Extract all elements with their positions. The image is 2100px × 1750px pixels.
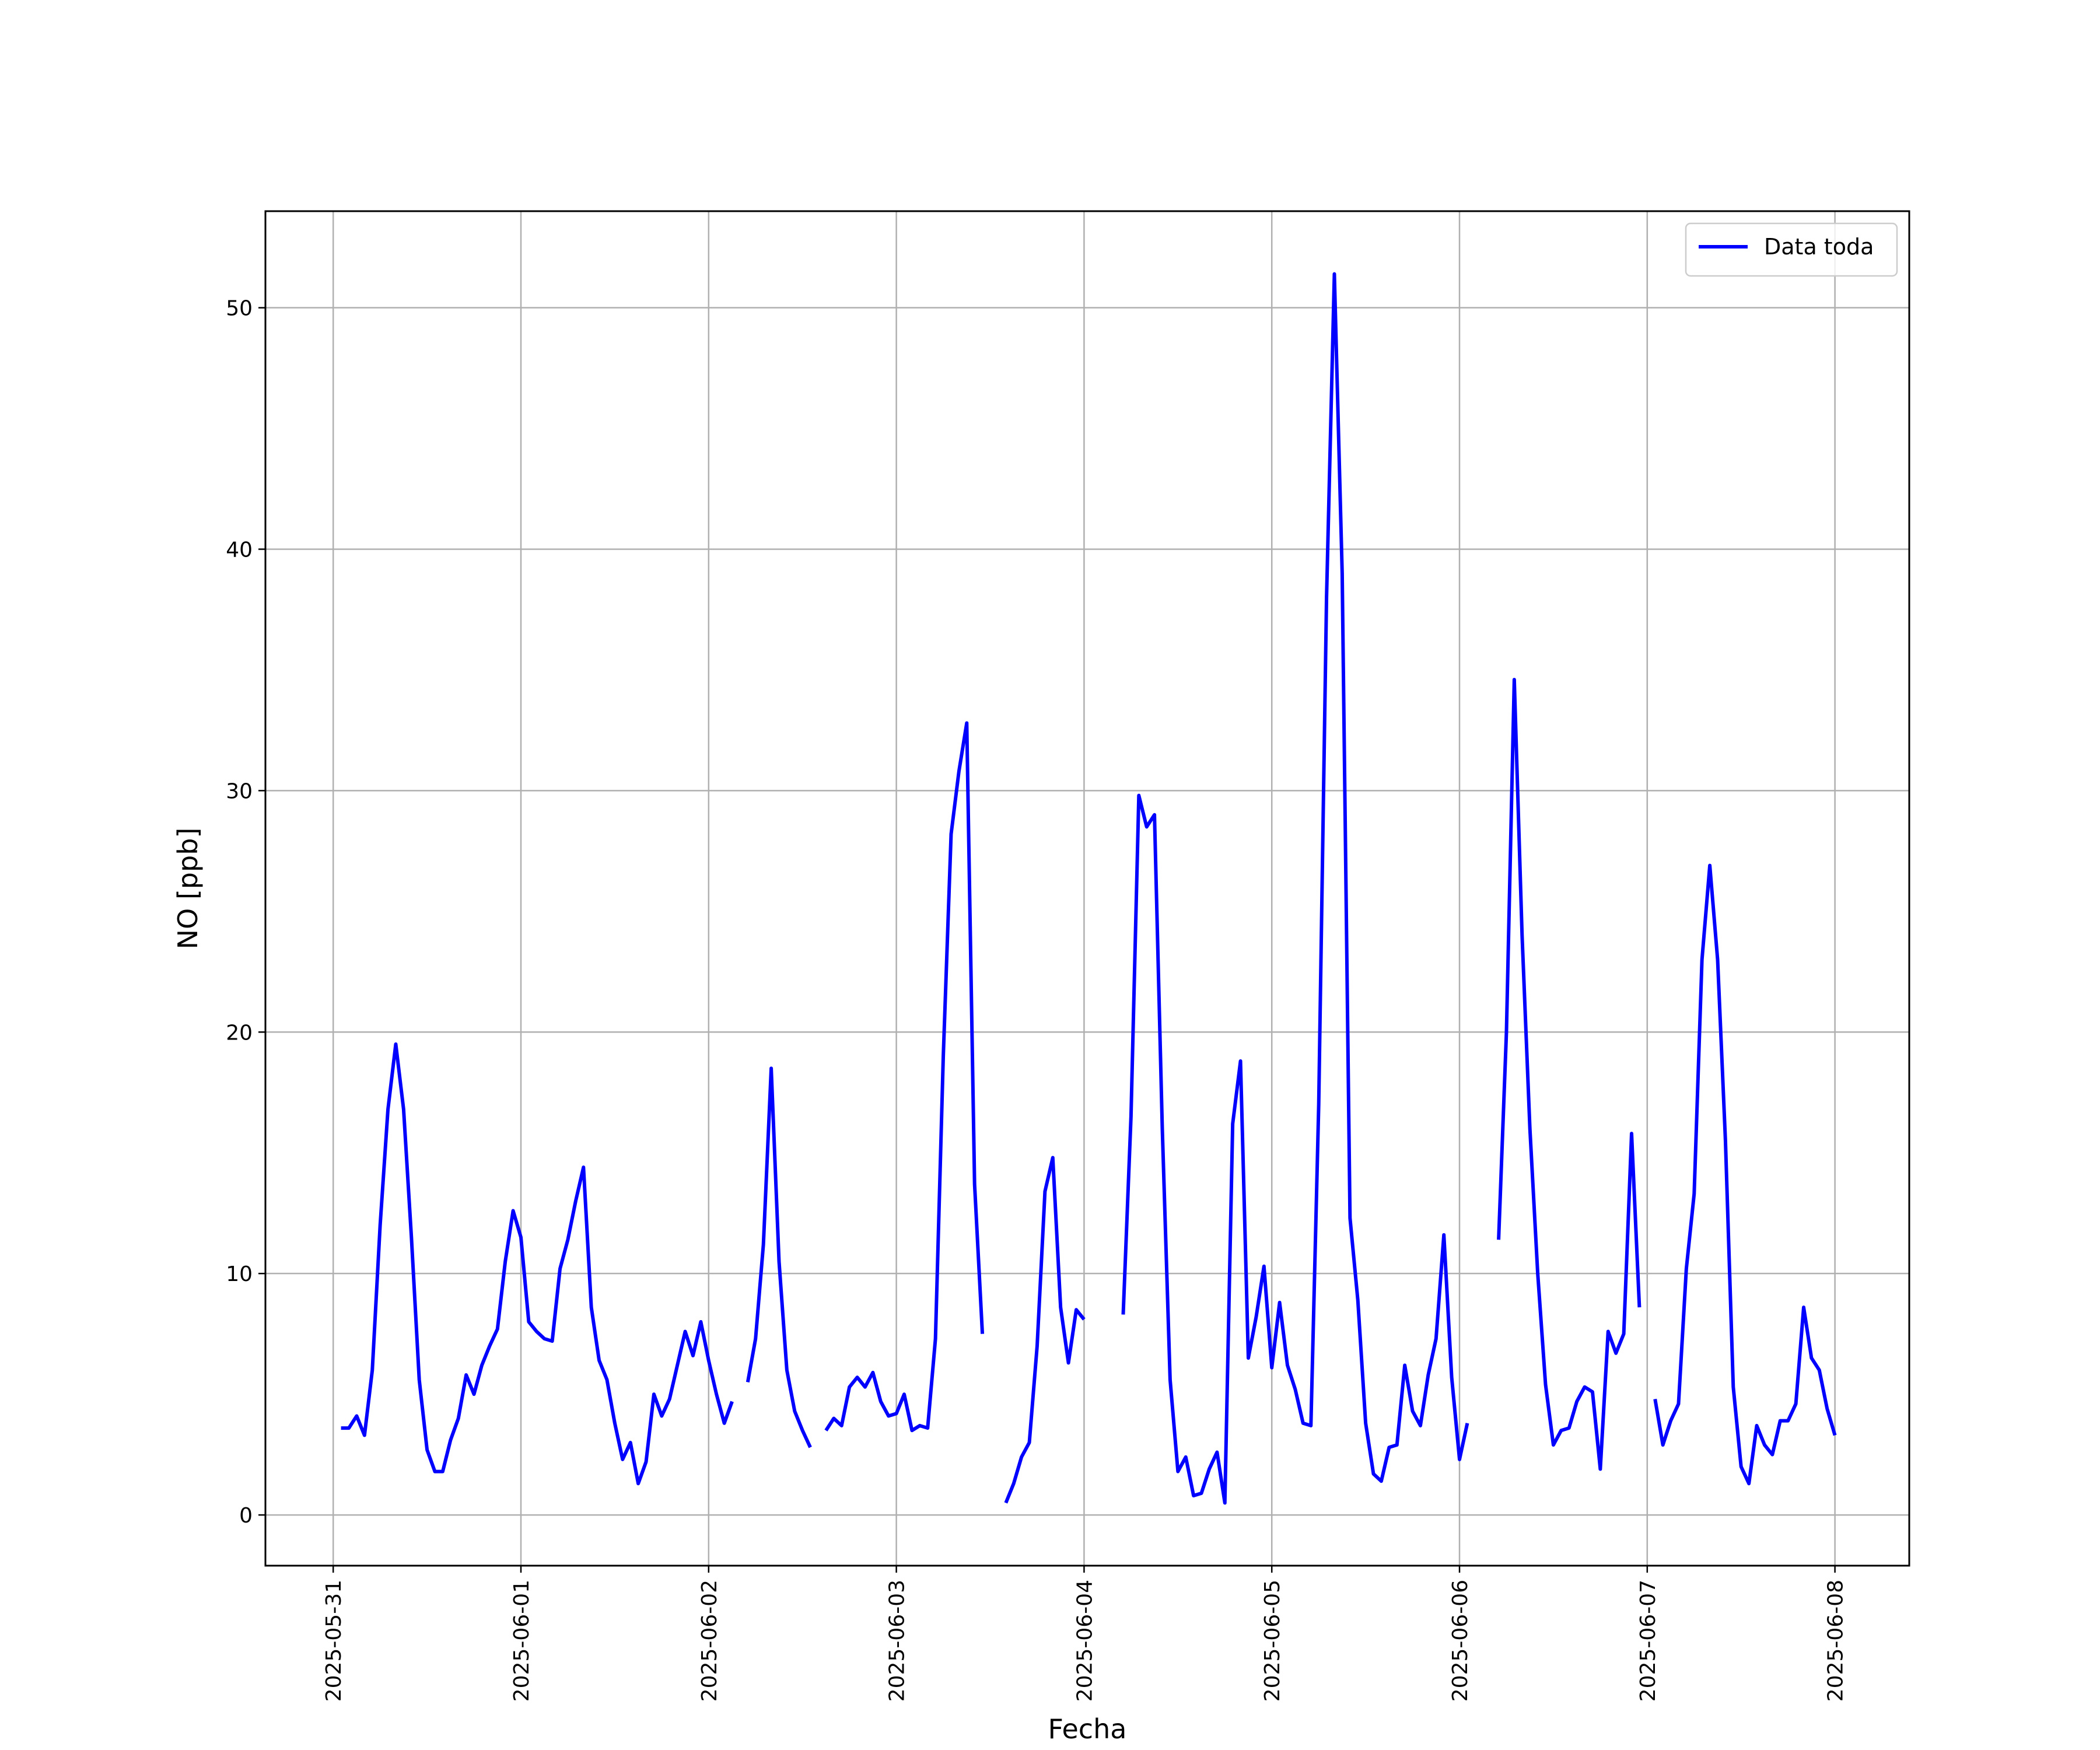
y-tick-label: 0 [239, 1504, 253, 1528]
x-tick-label: 2025-06-05 [1261, 1580, 1284, 1702]
y-axis-label: NO [ppb] [172, 828, 204, 950]
x-tick-label: 2025-06-06 [1448, 1580, 1472, 1702]
x-tick-label: 2025-06-03 [886, 1580, 909, 1702]
legend-label: Data toda [1764, 234, 1874, 260]
legend: Data toda [1685, 222, 1898, 277]
y-tick-label: 10 [226, 1262, 253, 1286]
legend-box [1685, 222, 1898, 277]
plot-frame [264, 210, 1910, 1567]
x-axis-label: Fecha [1048, 1713, 1127, 1745]
y-tick-label: 20 [226, 1021, 253, 1045]
x-tick-label: 2025-06-01 [510, 1580, 534, 1702]
x-tick-label: 2025-05-31 [322, 1580, 346, 1702]
y-tick-label: 40 [226, 538, 253, 562]
x-tick-label: 2025-06-02 [698, 1580, 722, 1702]
x-tick-label: 2025-06-07 [1636, 1580, 1660, 1702]
x-tick-label: 2025-06-08 [1824, 1580, 1848, 1702]
plot-area [341, 272, 1837, 1505]
x-tick-label: 2025-06-04 [1073, 1580, 1097, 1702]
y-tick-label: 30 [226, 779, 253, 803]
data-line [341, 272, 1837, 1505]
ticks: 0 10 20 30 40 50 2025-05-31 2025-06-01 2025-06-0… [226, 297, 1847, 1702]
y-tick-label: 50 [226, 297, 253, 321]
grid [265, 211, 1909, 1566]
